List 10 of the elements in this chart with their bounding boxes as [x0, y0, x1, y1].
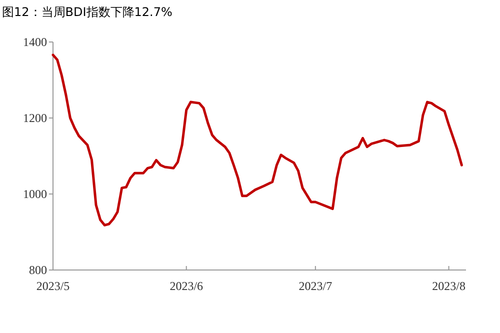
- y-tick-label: 800: [29, 263, 47, 277]
- x-tick-label: 2023/6: [170, 279, 204, 293]
- x-tick-label: 2023/7: [298, 279, 332, 293]
- y-tick-label: 1200: [23, 111, 47, 125]
- y-tick-label: 1000: [23, 187, 47, 201]
- y-tick-label: 1400: [23, 35, 47, 49]
- x-tick-label: 2023/5: [36, 279, 70, 293]
- line-series: [52, 54, 463, 226]
- x-tick-label: 2023/8: [432, 279, 466, 293]
- chart-title: 图12：当周BDI指数下降12.7%: [2, 5, 172, 19]
